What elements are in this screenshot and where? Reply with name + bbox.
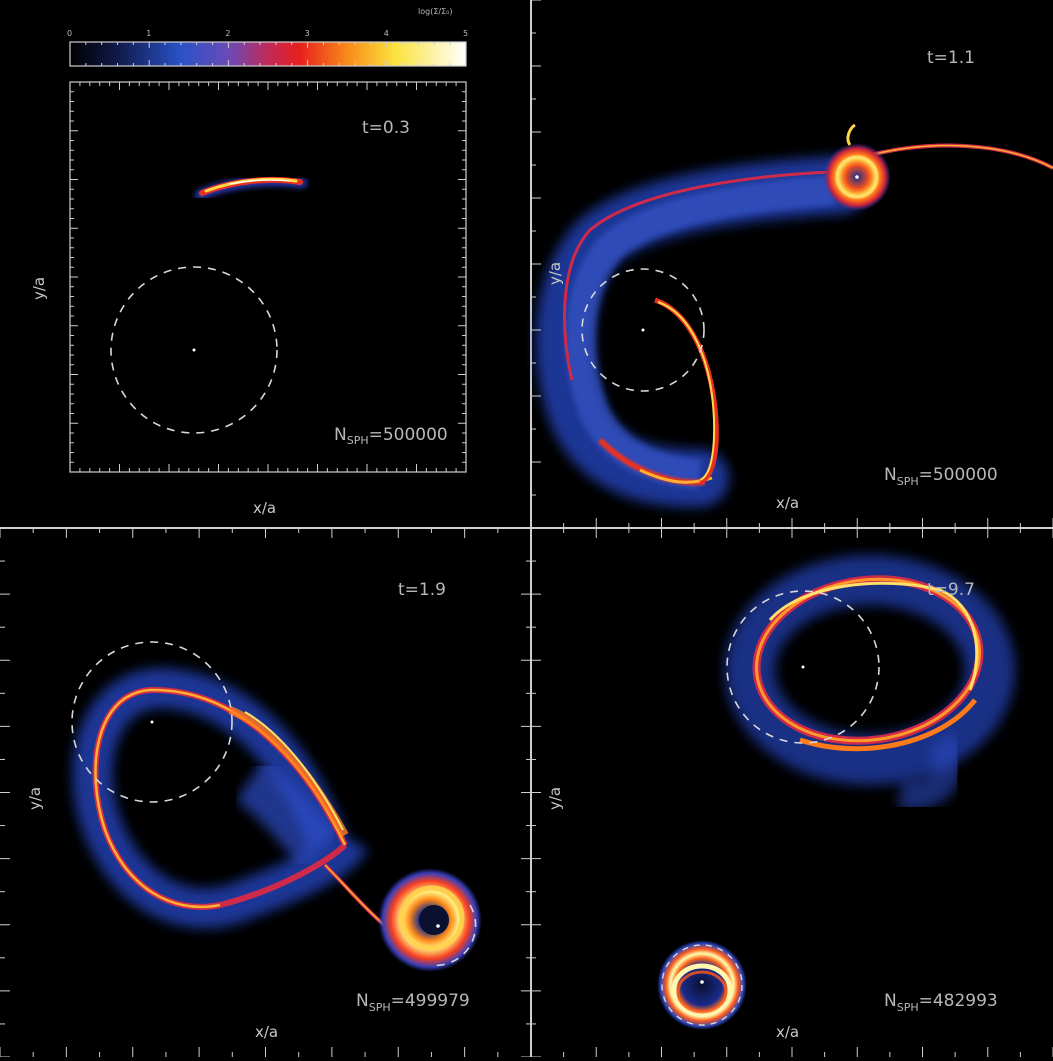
colorbar-tick-label: 5 <box>463 29 468 38</box>
star-point <box>700 980 704 984</box>
gas-stream <box>195 175 307 200</box>
panel-t1.9: t=1.9 NSPH=499979 x/a y/a <box>0 527 532 1058</box>
star-point <box>801 665 805 669</box>
y-axis-label: y/a <box>30 277 48 300</box>
nsph-label: NSPH=500000 <box>334 425 448 447</box>
colorbar-tick-label: 0 <box>67 29 72 38</box>
y-axis-label: y/a <box>546 262 564 285</box>
time-label: t=1.1 <box>927 48 975 68</box>
colorbar-tick-label: 4 <box>384 29 389 38</box>
colorbar-tick-label: 1 <box>146 29 151 38</box>
time-label: t=1.9 <box>398 580 446 600</box>
nsph-label: NSPH=482993 <box>884 991 998 1014</box>
panel-t1.1: t=1.1 NSPH=500000 x/a y/a <box>530 0 1053 529</box>
roche-lobe-circle <box>726 590 880 744</box>
panel-t0.3: log(Σ/Σ₀) 0 1 2 3 4 5 t=0.3 NSPH=500000 x/a y… <box>30 7 468 517</box>
x-axis-label: x/a <box>776 1023 799 1041</box>
colorbar-tick-label: 3 <box>305 29 310 38</box>
x-axis-label: x/a <box>253 499 276 517</box>
nsph-label: NSPH=499979 <box>356 991 470 1014</box>
star-point <box>436 924 440 928</box>
star-point <box>192 348 196 352</box>
nsph-label: NSPH=500000 <box>884 465 998 488</box>
x-axis-label: x/a <box>776 494 799 512</box>
y-axis-label: y/a <box>26 787 44 810</box>
gas-stream <box>535 123 1053 508</box>
time-label: t=9.7 <box>927 580 975 600</box>
time-label: t=0.3 <box>362 118 410 138</box>
frame-ticks <box>0 527 532 1058</box>
star-point <box>641 328 645 332</box>
frame-ticks <box>530 527 1053 1058</box>
y-axis-label: y/a <box>546 787 564 810</box>
roche-lobe-circle <box>581 268 705 392</box>
x-axis-label: x/a <box>255 1023 278 1041</box>
star-point <box>150 720 154 724</box>
colorbar-title: log(Σ/Σ₀) <box>418 7 452 16</box>
panel-t9.7: t=9.7 NSPH=482993 x/a y/a <box>530 527 1053 1058</box>
colorbar-tick-label: 2 <box>225 29 230 38</box>
star-point <box>855 175 859 179</box>
colorbar: log(Σ/Σ₀) 0 1 2 3 4 5 <box>67 7 468 67</box>
colorbar-gradient <box>69 41 467 67</box>
roche-lobe-circle <box>110 266 278 434</box>
gas-stream <box>72 667 421 947</box>
gas-ring <box>725 555 1015 811</box>
frame-ticks <box>69 81 467 473</box>
plot-frame <box>69 81 467 473</box>
roche-lobe-circle <box>71 641 233 803</box>
